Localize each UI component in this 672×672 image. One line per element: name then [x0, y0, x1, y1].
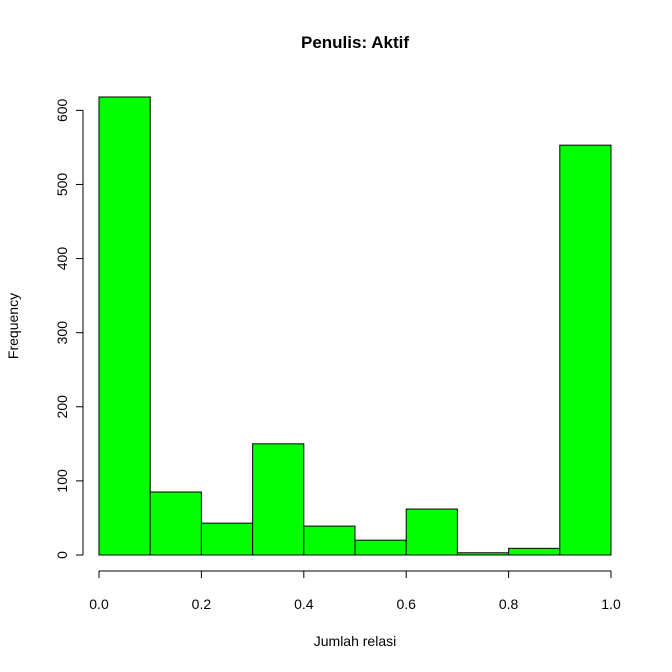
y-tick-label: 100: [54, 469, 70, 493]
y-tick-label: 600: [54, 98, 70, 122]
histogram-bar: [559, 144, 612, 556]
x-axis: 0.0 0.2 0.4 0.6 0.8 1.0: [89, 570, 621, 612]
histogram-bar: [200, 522, 254, 556]
bars-layer: [98, 96, 612, 556]
y-tick-label: 500: [54, 173, 70, 197]
histogram-bar: [149, 491, 202, 556]
x-tick-label: 0.6: [396, 596, 416, 612]
y-tick-label: 0: [54, 551, 70, 559]
x-tick-label: 0.4: [294, 596, 314, 612]
histogram-bar: [98, 96, 151, 556]
chart-title: Penulis: Aktif: [301, 33, 409, 52]
x-tick-label: 0.2: [192, 596, 212, 612]
y-tick-label: 200: [54, 395, 70, 419]
y-tick-label: 300: [54, 321, 70, 345]
histogram-bar: [508, 547, 561, 556]
y-axis-label: Frequency: [5, 293, 21, 359]
x-axis-label: Jumlah relasi: [314, 633, 396, 649]
y-tick-label: 400: [54, 247, 70, 271]
histogram-bar: [252, 443, 305, 556]
histogram-bar: [303, 525, 356, 556]
x-tick-label: 0.8: [499, 596, 519, 612]
histogram-bar: [456, 552, 510, 556]
x-tick-label: 1.0: [601, 596, 621, 612]
histogram-bar: [405, 508, 458, 556]
histogram-bar: [354, 539, 407, 556]
y-axis: 0 100 200 300 400 500 600: [54, 98, 84, 559]
x-tick-label: 0.0: [89, 596, 109, 612]
